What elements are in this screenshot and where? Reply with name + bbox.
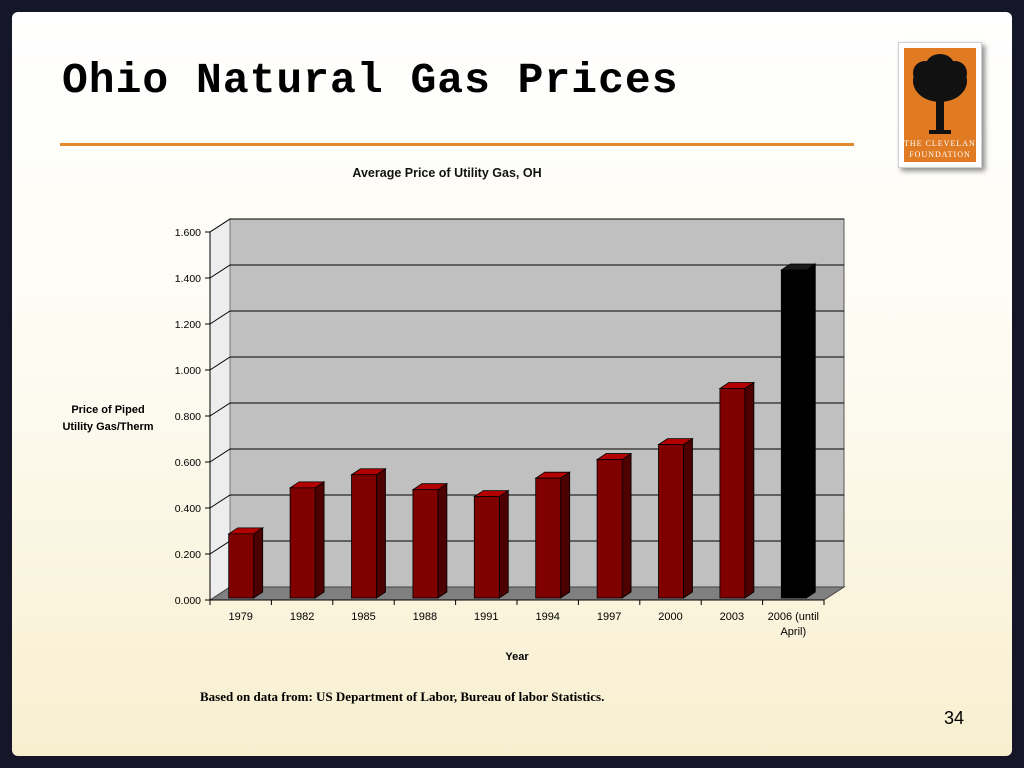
- bar-2003: [718, 381, 756, 599]
- bar-1997: [595, 452, 633, 599]
- y-tick-label: 0.800: [175, 411, 201, 423]
- chart-title: Average Price of Utility Gas, OH: [352, 166, 542, 180]
- x-tick-label: 1991: [474, 611, 498, 623]
- x-axis-label: Year: [505, 651, 529, 663]
- oak-tree-icon: [913, 54, 967, 134]
- gridline: [209, 448, 844, 463]
- y-tick-label: 1.000: [175, 365, 201, 377]
- gridline: [209, 356, 844, 371]
- bar-1991: [472, 489, 510, 599]
- x-tick-label: 1982: [290, 611, 314, 623]
- gridline: [209, 494, 844, 509]
- bar-2006: [779, 263, 817, 599]
- y-tick-label: 0.600: [175, 457, 201, 469]
- gridline: [209, 264, 844, 279]
- bar-1979: [227, 527, 265, 599]
- logo-text-line2: FOUNDATION: [909, 150, 971, 159]
- gridline: [209, 218, 844, 233]
- x-tick-label: 1994: [535, 611, 559, 623]
- bar-1988: [411, 482, 449, 599]
- y-tick-label: 1.200: [175, 319, 201, 331]
- y-tick-label: 1.600: [175, 227, 201, 239]
- bar-chart: 0.000 0.200 0.400 0.600 0.800 1.000 1.200 1.400…: [62, 218, 846, 663]
- cleveland-foundation-logo: THE CLEVELAND FOUNDATION: [898, 42, 982, 168]
- gridline: [209, 402, 844, 417]
- y-tick-label: 1.400: [175, 273, 201, 285]
- x-tick-label: 1979: [228, 611, 252, 623]
- bar-1994: [534, 471, 572, 599]
- logo-text-line1: THE CLEVELAND: [904, 139, 983, 148]
- bar-1982: [288, 481, 326, 599]
- x-tick-label: 2000: [658, 611, 682, 623]
- x-tick-label: 1997: [597, 611, 621, 623]
- x-tick-label: 2003: [720, 611, 744, 623]
- page-number: 34: [943, 708, 964, 728]
- x-tick-label: 2006 (until April): [768, 611, 819, 638]
- y-axis-label: Price of Piped Utility Gas/Therm: [62, 404, 153, 433]
- x-tick-label: 1988: [413, 611, 437, 623]
- y-tick-label: 0.200: [175, 549, 201, 561]
- y-tick-label: 0.400: [175, 503, 201, 515]
- gridline: [209, 310, 844, 325]
- title-divider: [60, 143, 854, 146]
- bar-2000: [657, 437, 694, 599]
- slide-title: Ohio Natural Gas Prices: [62, 56, 679, 105]
- source-note: Based on data from: US Department of Lab…: [200, 689, 605, 704]
- slide: Ohio Natural Gas Prices THE CLEVELAND FO…: [12, 12, 1012, 756]
- x-tick-label: 1985: [351, 611, 375, 623]
- bar-1985: [350, 467, 387, 599]
- y-tick-label: 0.000: [175, 595, 201, 607]
